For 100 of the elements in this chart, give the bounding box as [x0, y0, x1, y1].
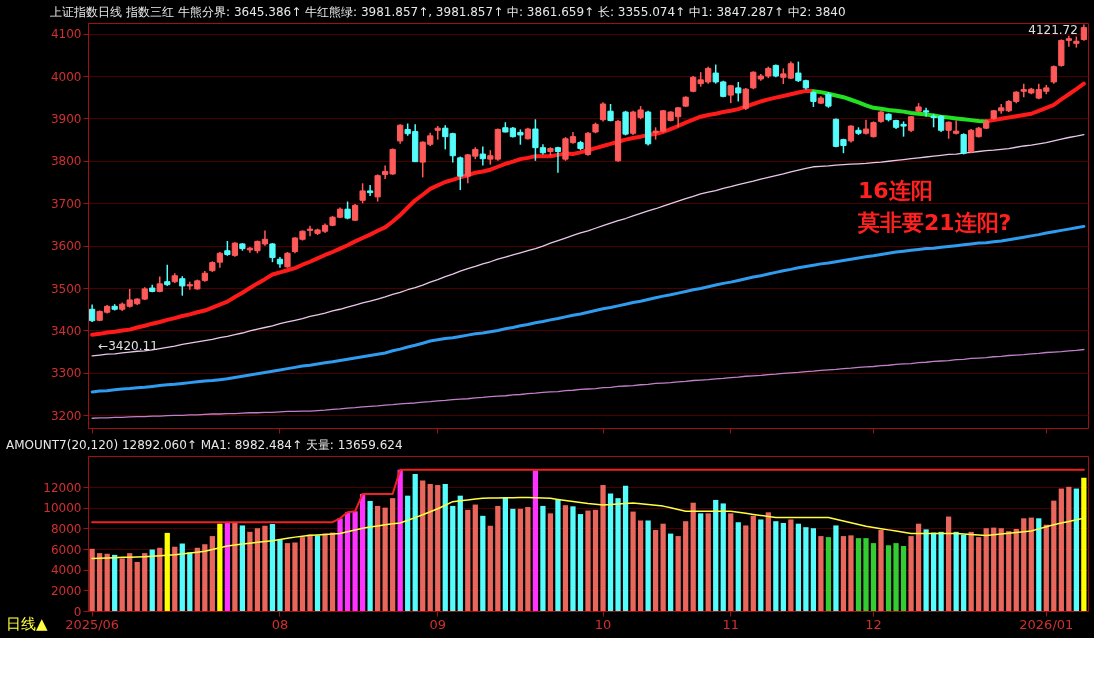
candlestick — [359, 182, 366, 204]
bar — [968, 531, 974, 611]
bar — [495, 505, 501, 611]
chart-title: AMOUNT7(20,120) 12892.060↑ MA1: 8982.484↑ 天量: 13659.624 — [6, 438, 403, 452]
bar — [870, 543, 877, 611]
bar — [375, 505, 381, 611]
candlestick — [457, 155, 464, 191]
bar — [728, 513, 734, 611]
bar — [487, 525, 493, 611]
bar — [803, 527, 809, 611]
candlestick — [179, 275, 186, 297]
bar — [254, 528, 261, 611]
bar — [187, 552, 193, 611]
bar — [157, 547, 163, 611]
bar — [149, 549, 155, 611]
x-tick-label: 10 — [594, 616, 612, 632]
bar — [517, 508, 524, 611]
bar — [637, 520, 644, 611]
bar — [435, 485, 441, 611]
x-tick-label: 09 — [429, 616, 447, 632]
bar — [840, 536, 847, 611]
bar — [938, 531, 944, 611]
bar — [239, 525, 246, 611]
bar — [893, 543, 899, 611]
y-tick-label: 6000 — [50, 542, 82, 557]
y-tick-label: 3500 — [50, 281, 82, 296]
x-tick-label: 2026/01 — [1019, 616, 1074, 632]
candlestick — [1050, 64, 1057, 85]
candlestick — [554, 146, 562, 174]
line-series — [91, 496, 1085, 560]
bar — [915, 523, 922, 611]
candlestick — [374, 173, 381, 203]
bar — [983, 528, 989, 611]
bar — [908, 536, 914, 611]
candlestick — [397, 123, 404, 145]
bar — [570, 506, 576, 611]
bar — [344, 512, 351, 611]
annotation: 16连阳莫非要21连阳? — [857, 177, 1012, 235]
bar — [780, 522, 786, 611]
bar — [773, 521, 779, 611]
candlestick — [599, 101, 607, 123]
y-tick-label: 8000 — [50, 521, 82, 536]
bar — [705, 513, 711, 611]
bar — [1013, 528, 1019, 611]
bar — [299, 537, 306, 611]
bar — [645, 520, 651, 611]
bar — [510, 508, 516, 611]
bar — [622, 485, 629, 611]
bar — [976, 537, 982, 611]
bar — [337, 518, 343, 611]
bar — [322, 533, 328, 611]
bar — [367, 500, 373, 611]
y-tick-label: 3200 — [50, 408, 82, 423]
bar — [953, 531, 959, 611]
bar — [472, 504, 478, 611]
bar — [427, 484, 433, 611]
bar — [89, 548, 95, 611]
bar — [900, 546, 907, 611]
bar — [329, 532, 336, 611]
bar — [134, 561, 140, 611]
bar — [104, 553, 110, 611]
bar — [202, 544, 208, 611]
bar — [930, 532, 937, 611]
bar — [698, 513, 704, 611]
bar — [833, 525, 839, 611]
bar — [765, 512, 771, 611]
bar — [795, 523, 801, 611]
y-tick-label: 3600 — [50, 239, 82, 254]
bar — [592, 509, 599, 611]
bar — [690, 502, 696, 611]
bar — [247, 531, 253, 611]
bar — [585, 510, 591, 611]
candlestick — [479, 145, 486, 167]
bar — [1043, 524, 1049, 611]
text: 日线▲ — [6, 615, 48, 633]
bar — [119, 558, 125, 611]
bar — [675, 536, 681, 611]
bar — [946, 516, 952, 611]
bar — [863, 538, 869, 611]
bar — [382, 507, 388, 611]
candlestick — [735, 81, 742, 103]
annotation: 4121.72 — [1028, 23, 1078, 38]
y-tick-label: 4000 — [50, 563, 82, 578]
bar — [292, 542, 298, 611]
y-tick-label: 3700 — [50, 196, 82, 211]
x-tick-label: 11 — [722, 616, 740, 632]
bar — [457, 495, 463, 611]
bar — [998, 528, 1004, 611]
bar — [262, 525, 268, 611]
bar — [269, 523, 276, 611]
bar — [660, 523, 666, 611]
bar — [743, 525, 749, 611]
bar — [855, 538, 862, 611]
bar — [284, 543, 291, 611]
bar — [179, 543, 185, 611]
line-series — [91, 348, 1085, 419]
bar — [825, 537, 832, 611]
bar — [359, 493, 366, 611]
bar — [547, 513, 554, 611]
candlestick — [742, 87, 749, 111]
